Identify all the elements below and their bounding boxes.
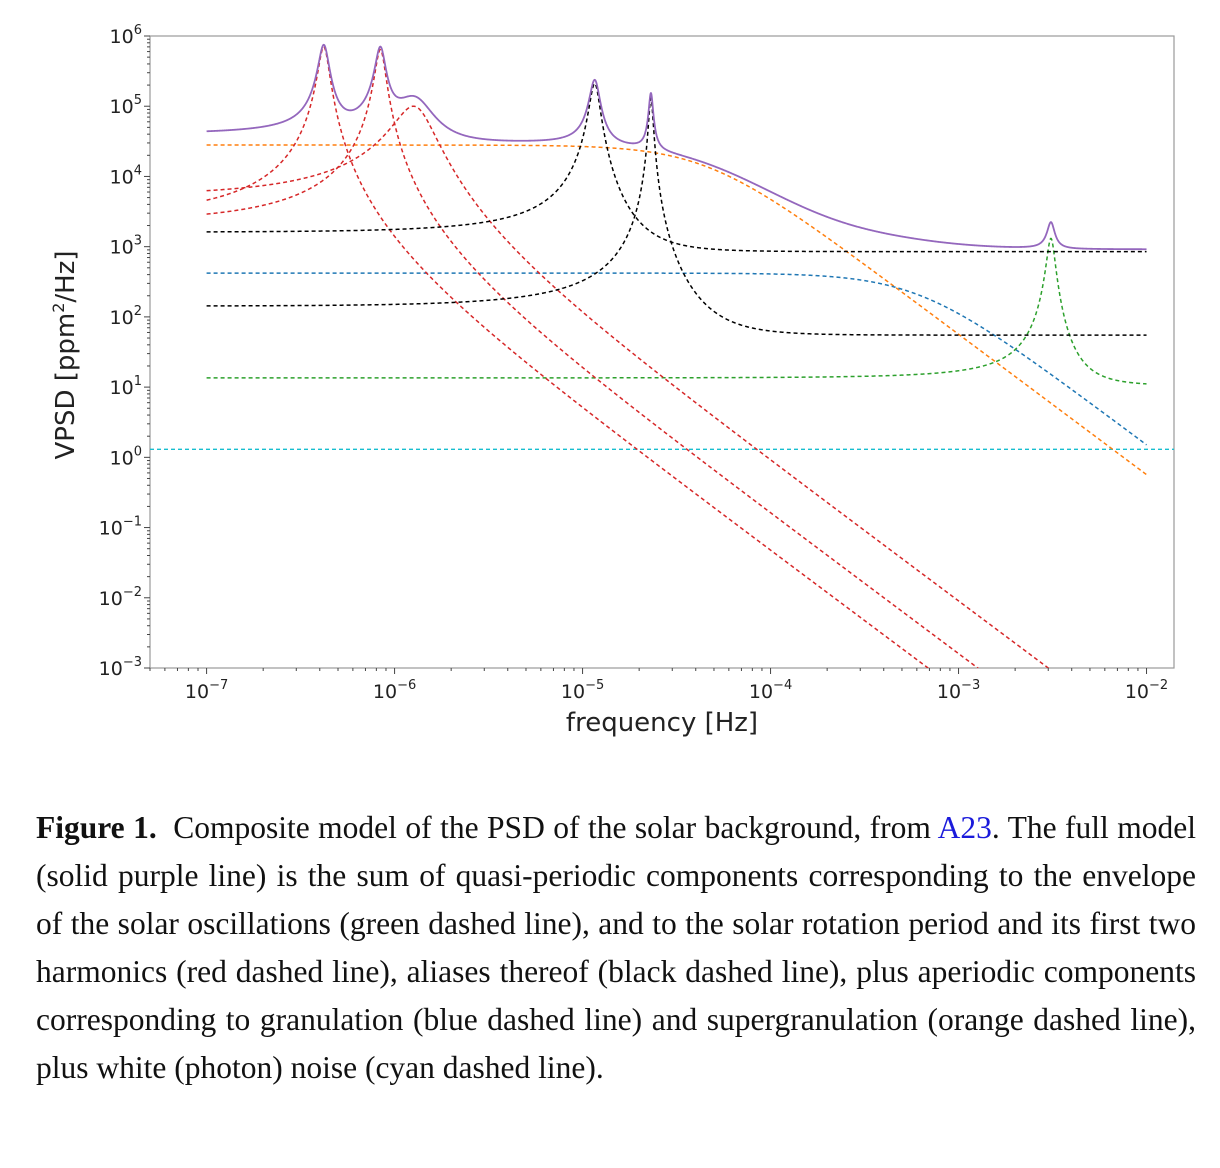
- y-tick-label: 100: [110, 444, 142, 469]
- series-layer: [150, 43, 1174, 668]
- psd-figure: 10−7 10−6 10−5 10−4 10−3 10−2 106 105 104 103 102…: [49, 23, 1175, 738]
- y-tick-label: 102: [110, 304, 142, 329]
- component-line-3: [206, 272, 1147, 446]
- y-axis-title: VPSD [ppm2/Hz]: [49, 250, 81, 459]
- y-tick-label: 103: [110, 234, 142, 259]
- caption-text-end: . The full model (solid purple line) is …: [36, 810, 1197, 1085]
- x-axis-title: frequency [Hz]: [566, 708, 758, 738]
- component-line-8: [206, 82, 1147, 253]
- reference-link[interactable]: A23: [937, 810, 992, 845]
- y-tick-label: 106: [110, 23, 142, 48]
- y-tick-label: 10−1: [99, 515, 142, 540]
- component-line-6: [206, 48, 980, 668]
- y-axis: 106 105 104 103 102 101 100 10−1 10−2 10−3: [99, 23, 150, 680]
- figure-caption: Figure 1. Composite model of the PSD of …: [36, 804, 1196, 1092]
- component-line-4: [206, 237, 1147, 385]
- y-tick-label: 101: [110, 374, 142, 399]
- component-line-5: [206, 46, 930, 668]
- y-tick-label: 105: [110, 93, 142, 118]
- psd-chart: 10−7 10−6 10−5 10−4 10−3 10−2 106 105 104 103 102…: [49, 23, 1175, 738]
- y-tick-label: 10−3: [99, 655, 142, 680]
- plot-frame: [149, 35, 1175, 669]
- x-tick-label: 10−6: [373, 678, 416, 703]
- caption-label: Figure 1.: [36, 810, 157, 845]
- x-tick-label: 10−7: [185, 678, 228, 703]
- x-tick-label: 10−4: [749, 678, 792, 703]
- component-line-7: [206, 105, 1050, 668]
- x-tick-label: 10−3: [937, 678, 980, 703]
- y-tick-label: 104: [110, 163, 142, 188]
- plot-area-border: [149, 35, 1175, 669]
- component-line-9: [206, 97, 1147, 336]
- x-axis: 10−7 10−6 10−5 10−4 10−3 10−2: [149, 668, 1168, 703]
- y-tick-label: 10−2: [99, 585, 142, 610]
- full-model-line: [206, 43, 1147, 251]
- x-tick-label: 10−2: [1125, 678, 1168, 703]
- x-tick-label: 10−5: [561, 678, 604, 703]
- component-line-2: [206, 144, 1147, 476]
- caption-text-start: Composite model of the PSD of the solar …: [173, 810, 938, 845]
